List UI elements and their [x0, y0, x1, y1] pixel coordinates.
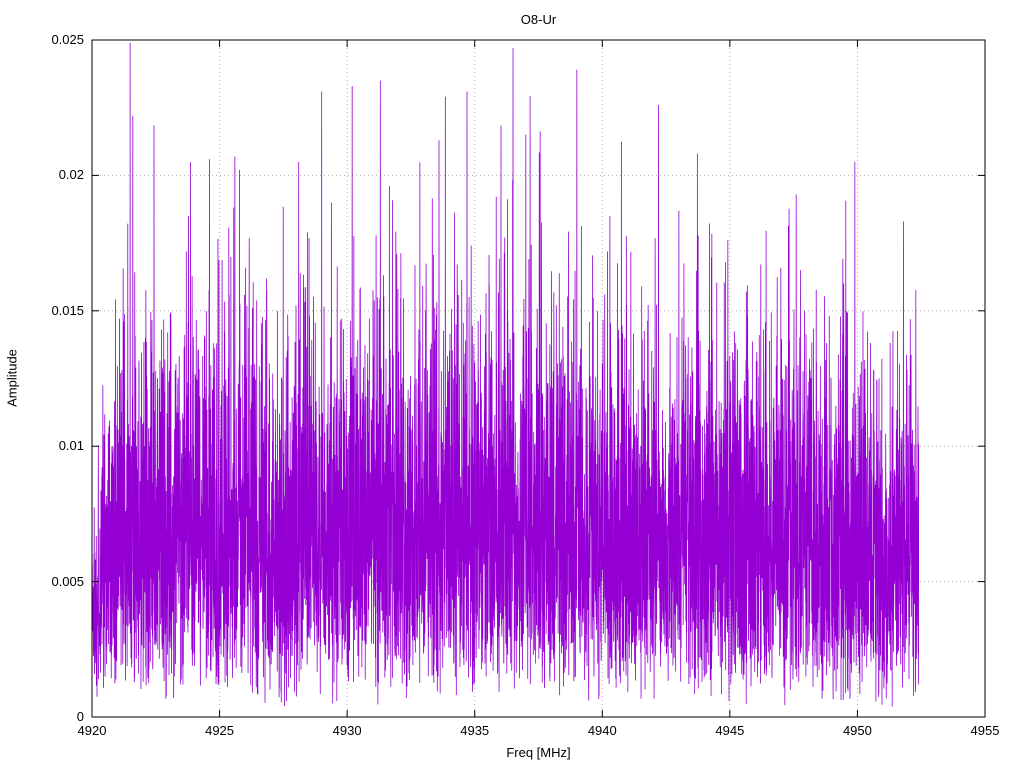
x-axis-label: Freq [MHz]: [506, 745, 571, 760]
chart-title: O8-Ur: [520, 12, 557, 27]
y-tick-label: 0: [76, 709, 84, 724]
plot-border: [91, 39, 986, 718]
y-tick-label: 0.01: [58, 438, 84, 454]
x-tick-label: 4935: [460, 723, 490, 738]
x-tick-label: 4940: [587, 723, 617, 738]
x-tick-label: 4955: [970, 723, 1000, 738]
x-tick-label: 4920: [77, 723, 107, 738]
y-axis-label: Amplitude: [4, 349, 20, 407]
y-tick-label: 0.025: [51, 32, 84, 47]
spectrum-series: [91, 42, 920, 707]
y-tick-label: 0.015: [51, 302, 84, 318]
x-tick-label: 4925: [205, 723, 235, 738]
x-tick-label: 4950: [842, 723, 872, 738]
y-tick-label: 0.005: [51, 573, 84, 589]
x-tick-label: 4930: [332, 723, 362, 738]
y-tick-label: 0.02: [58, 167, 84, 183]
x-tick-label: 4945: [715, 723, 745, 738]
